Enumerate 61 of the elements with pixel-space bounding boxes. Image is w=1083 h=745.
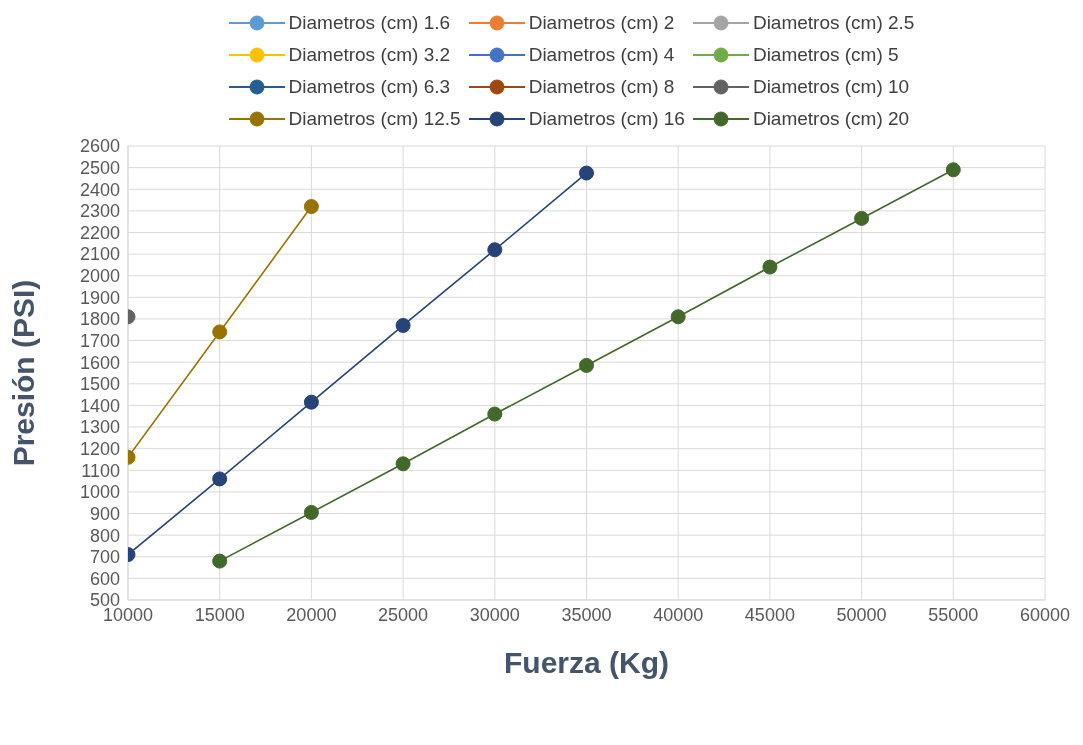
point: [579, 357, 594, 373]
y-tick-label: 1400: [79, 395, 120, 416]
legend-label: Diametros (cm) 2: [528, 12, 675, 34]
legend-label: Diametros (cm) 2.5: [752, 12, 915, 34]
y-tick-label: 2100: [79, 244, 120, 265]
x-tick-label: 50000: [836, 604, 887, 625]
y-tick-label: 2000: [79, 266, 120, 287]
point: [395, 317, 411, 333]
legend-label: Diametros (cm) 4: [528, 44, 675, 66]
y-axis-title: Presión (PSI): [6, 279, 40, 467]
legend-label: Diametros (cm) 5: [752, 44, 899, 66]
legend-label: Diametros (cm) 10: [752, 76, 910, 98]
x-tick-label: 60000: [1019, 604, 1071, 625]
legend-label: Diametros (cm) 6.3: [288, 76, 451, 98]
point: [212, 324, 228, 340]
y-tick-label: 1900: [79, 287, 120, 308]
x-tick-label: 40000: [653, 604, 704, 625]
x-tick-label: 15000: [194, 604, 245, 625]
legend-label: Diametros (cm) 16: [528, 108, 685, 130]
y-tick-label: 1300: [79, 417, 120, 438]
y-tick-label: 700: [89, 547, 120, 568]
y-tick-label: 1800: [79, 309, 120, 330]
y-tick-label: 1500: [79, 374, 120, 395]
point: [487, 242, 503, 258]
legend-label: Diametros (cm) 1.6: [288, 12, 451, 34]
legend-label: Diametros (cm) 3.2: [288, 44, 451, 66]
point: [303, 504, 319, 520]
y-tick-label: 900: [89, 503, 120, 524]
y-tick-label: 2200: [79, 222, 120, 243]
legend-label: Diametros (cm) 8: [528, 76, 675, 98]
point: [670, 309, 686, 325]
point: [762, 259, 778, 275]
y-tick-label: 1700: [79, 330, 120, 351]
x-tick-label: 55000: [928, 604, 979, 625]
y-tick-label: 1100: [81, 460, 120, 481]
point: [579, 165, 594, 181]
point: [303, 199, 319, 215]
point: [212, 471, 228, 487]
x-axis-title: Fuerza (Kg): [504, 646, 669, 679]
y-tick-label: 600: [89, 568, 120, 589]
legend-label: Diametros (cm) 20: [752, 108, 910, 130]
x-tick-label: 20000: [286, 604, 337, 625]
point: [487, 406, 503, 422]
y-tick-label: 2600: [79, 136, 120, 157]
y-tick-label: 1000: [79, 482, 120, 503]
y-tick-label: 1600: [79, 352, 120, 373]
y-tick-label: 1200: [79, 439, 120, 460]
y-tick-label: 2500: [79, 158, 120, 179]
x-tick-label: 45000: [744, 604, 795, 625]
legend-label: Diametros (cm) 12.5: [288, 108, 461, 130]
y-tick-label: 2300: [79, 201, 120, 222]
x-tick-label: 35000: [561, 604, 612, 625]
point: [212, 553, 228, 569]
point: [945, 162, 961, 178]
y-tick-label: 800: [89, 525, 120, 546]
x-tick-label: 30000: [469, 604, 520, 625]
x-tick-label: 25000: [378, 604, 429, 625]
point: [854, 210, 870, 226]
point: [395, 456, 411, 472]
point: [303, 394, 319, 410]
y-tick-label: 2400: [79, 179, 120, 200]
